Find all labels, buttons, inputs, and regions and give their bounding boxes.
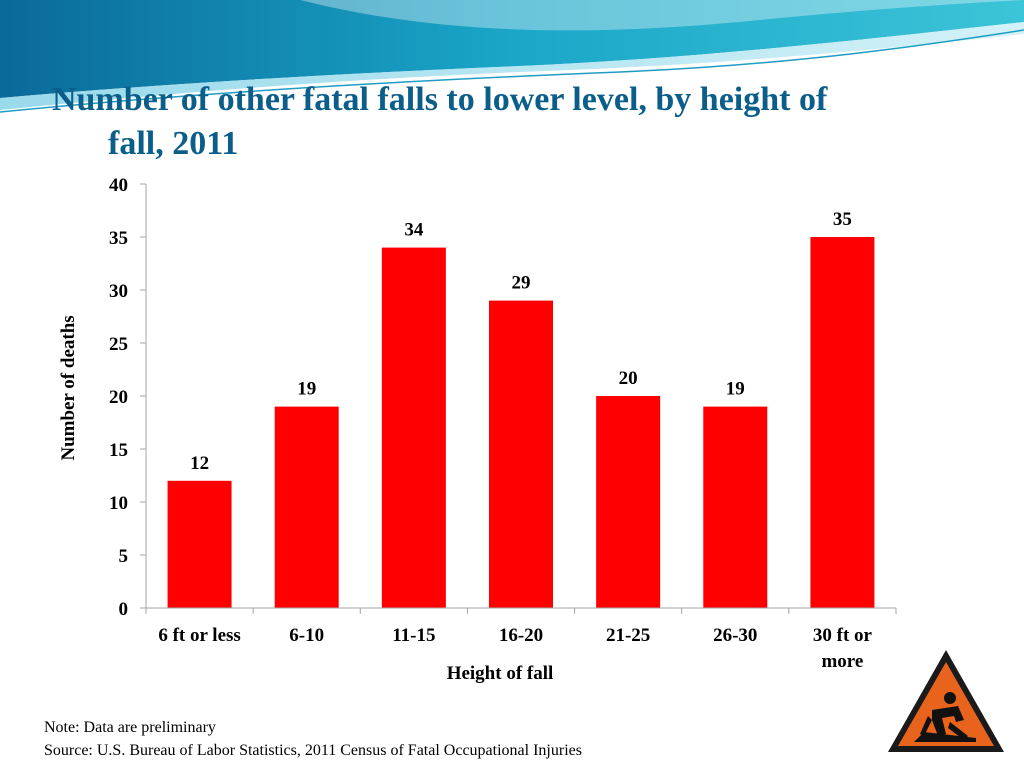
- bar-value-label: 35: [833, 209, 852, 230]
- note-text: Note: Data are preliminary: [44, 719, 216, 736]
- y-axis-label: Number of deaths: [58, 315, 79, 460]
- bar-value-label: 34: [404, 220, 424, 241]
- y-tick-label: 10: [109, 493, 128, 514]
- slide-title-line1: Number of other fatal falls to lower lev…: [52, 81, 828, 118]
- y-tick-label: 0: [119, 599, 129, 620]
- bar-value-labels: 12 19 34 29 20 19 35: [190, 209, 852, 474]
- bar-value-label: 12: [190, 453, 209, 474]
- bar-value-label: 29: [512, 273, 531, 294]
- bar: [381, 247, 446, 608]
- x-tick-label: 21-25: [606, 625, 650, 646]
- warning-construction-icon: [888, 650, 1004, 752]
- bar: [489, 300, 553, 608]
- x-tick-label: 16-20: [499, 625, 543, 646]
- bar-value-label: 20: [619, 368, 638, 389]
- source-text: Source: U.S. Bureau of Labor Statistics,…: [44, 742, 582, 759]
- bar-chart: 0 5 10 15 20 25 30 35 40 6 ft or less 6-10 11-15 16…: [58, 175, 897, 684]
- bar: [274, 406, 339, 608]
- y-tick-label: 20: [109, 387, 128, 408]
- slide-title-line2: fall, 2011: [108, 125, 239, 162]
- bar: [167, 480, 232, 608]
- bars: [167, 237, 875, 608]
- slide-title: Number of other fatal falls to lower lev…: [52, 78, 992, 166]
- bar-value-label: 19: [297, 379, 316, 400]
- x-tick-label: 30 ft or more: [813, 625, 873, 672]
- y-tick-label: 15: [109, 440, 128, 461]
- y-tick-label: 25: [109, 334, 128, 355]
- bar: [703, 406, 768, 608]
- y-tick-label: 30: [109, 281, 128, 302]
- x-tick-label: 6 ft or less: [158, 625, 241, 646]
- x-tick-label: 11-15: [392, 625, 435, 646]
- y-tick-label: 5: [119, 546, 129, 567]
- x-axis-ticks: 6 ft or less 6-10 11-15 16-20 21-25 26-30 30 f…: [145, 608, 897, 672]
- slide-notes: Note: Data are preliminary Source: U.S. …: [44, 716, 582, 762]
- y-axis-ticks: 0 5 10 15 20 25 30 35 40: [109, 175, 146, 620]
- x-tick-label: 6-10: [289, 625, 324, 646]
- header-wave-banner: [0, 0, 1024, 113]
- y-tick-label: 40: [109, 175, 128, 196]
- bar: [596, 396, 661, 608]
- y-tick-label: 35: [109, 228, 128, 249]
- x-tick-label: 26-30: [713, 625, 757, 646]
- bar: [810, 237, 875, 608]
- bar-value-label: 19: [726, 379, 745, 400]
- x-axis-label: Height of fall: [447, 663, 554, 684]
